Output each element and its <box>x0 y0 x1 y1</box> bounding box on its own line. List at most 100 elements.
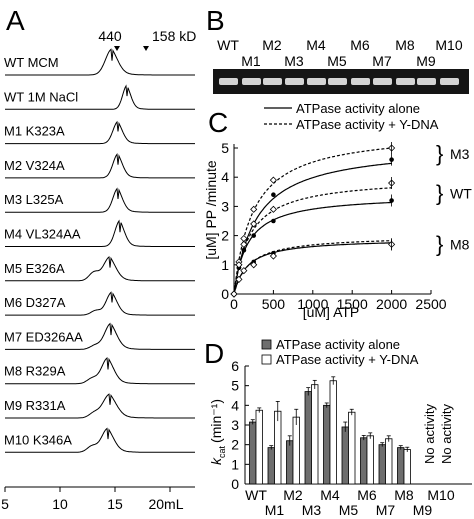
group-brace: } <box>436 231 443 256</box>
group-label-m3: M3 <box>450 146 470 162</box>
data-point <box>269 252 277 260</box>
data-point <box>250 220 258 228</box>
gel-band <box>328 78 347 85</box>
panel-c-y-tick-label: 2 <box>221 228 229 244</box>
gel-band <box>242 78 261 85</box>
gel-band <box>285 78 304 85</box>
kinetic-curve-wt-solid <box>233 201 392 295</box>
panel-label-b: B <box>206 5 225 36</box>
data-point <box>235 261 243 269</box>
panel-c-x-axis-title: [uM] ATP <box>303 304 360 320</box>
no-activity-m10: No activity <box>439 404 454 464</box>
sample-label: M4 VL324AA <box>4 227 81 242</box>
bar-m3-alone <box>304 391 312 485</box>
panel-c-y-tick-label: 3 <box>221 198 229 214</box>
panel-d-y-axis-k: k <box>208 457 224 465</box>
legend-d-ydna-label: ATPase activity + Y-DNA <box>276 352 419 367</box>
marker-158-arrow <box>143 46 149 51</box>
bar-m6-ydna <box>366 435 374 485</box>
panel-c-y-tick-label: 0 <box>221 286 229 302</box>
legend-c-solid-label: ATPase activity alone <box>296 101 420 116</box>
bar-m4-alone <box>323 404 331 485</box>
panel-c-x-tick-label: 500 <box>262 296 286 312</box>
panel-a-tick-label-20ml: 20mL <box>148 496 183 512</box>
data-point <box>250 205 258 213</box>
panel-c-y-tick-label: 1 <box>221 257 229 273</box>
gel-band <box>219 78 238 85</box>
panel-c-curves <box>233 147 392 295</box>
gel-lane-label: M3 <box>284 53 304 69</box>
elution-traces <box>5 48 195 453</box>
gel-lane-label: M7 <box>372 53 392 69</box>
bar-wt-alone <box>249 421 257 485</box>
kinetic-curve-m8-solid <box>233 242 392 295</box>
group-label-wt: WT <box>450 185 472 201</box>
bar-m6-alone <box>360 437 368 485</box>
data-point <box>235 275 243 283</box>
sample-label: M1 K323A <box>4 124 65 139</box>
sample-labels: WT MCM WT 1M NaCl M1 K323A M2 V324A M3 L325A… <box>4 55 83 447</box>
data-point <box>250 261 258 269</box>
kinetic-curve-wt-dotted <box>233 187 392 295</box>
panel-d-y-tick-label: 4 <box>231 397 239 413</box>
bar-m5-ydna <box>348 411 356 485</box>
data-point <box>271 218 276 224</box>
panel-c-group-labels: } M3} WT} M8 <box>436 141 472 257</box>
data-point <box>230 290 238 298</box>
gel-lane-label: M5 <box>327 53 347 69</box>
panel-d-y-tick-label: 0 <box>231 476 239 492</box>
sample-label: M10 K346A <box>4 432 72 447</box>
bar-m4-ydna <box>329 380 337 485</box>
data-point <box>271 192 276 198</box>
panel-d-y-tick-label: 3 <box>231 417 239 433</box>
panel-d-category-labels: WT M2 M4 M6 M8 M10 M1 M3 M5 M7 M9 <box>245 487 455 518</box>
category-label: M4 <box>320 487 340 503</box>
sample-label: WT MCM <box>4 55 59 70</box>
panel-d-y-tick-label: 1 <box>231 456 239 472</box>
bar-m3-ydna <box>311 384 319 485</box>
panel-d-y-tick-label: 6 <box>231 358 239 374</box>
panel-c-points <box>230 142 396 298</box>
gel-lane-label: M2 <box>262 37 282 53</box>
bar-m2-ydna <box>292 416 300 485</box>
gel-band <box>440 78 459 85</box>
group-brace: } <box>436 180 443 205</box>
gel-band <box>373 78 392 85</box>
elution-trace <box>5 219 195 247</box>
panel-label-a: A <box>6 5 25 36</box>
elution-trace <box>5 291 195 316</box>
bar-wt-ydna <box>255 409 263 485</box>
sample-label: M2 V324A <box>4 158 65 173</box>
kinetic-curve-m8-dotted <box>233 240 392 295</box>
elution-trace <box>5 256 195 282</box>
category-label: M9 <box>413 502 433 518</box>
data-point <box>269 176 277 184</box>
panel-c-x-tick-label: 2500 <box>415 296 446 312</box>
gel-band <box>351 78 370 85</box>
legend-d-alone-label: ATPase activity alone <box>276 337 400 352</box>
category-label: M2 <box>283 487 303 503</box>
panel-c-y-axis-title: [uM] PP /minute <box>203 160 219 260</box>
panel-c-x-tick-label: 0 <box>230 296 238 312</box>
category-label: M5 <box>339 502 359 518</box>
gel-lane-label: M1 <box>241 53 261 69</box>
category-label: M10 <box>427 487 454 503</box>
sample-label: M6 D327A <box>4 295 66 310</box>
data-point <box>240 267 248 275</box>
elution-trace <box>5 427 195 453</box>
data-point <box>241 247 247 253</box>
bar-m8-alone <box>397 447 405 485</box>
bar-m1-ydna <box>274 410 282 485</box>
panel-d-y-tick-label: 5 <box>231 378 239 394</box>
category-label: M7 <box>376 502 396 518</box>
gel-lane-label: M8 <box>395 37 415 53</box>
elution-trace <box>5 187 195 213</box>
panel-c-axes: 0 1 2 3 4 5 0 500 1000 1500 2000 2500 <box>221 140 447 312</box>
sample-label: M5 E326A <box>4 261 65 276</box>
kinetic-curve-m3-dotted <box>233 147 392 295</box>
panel-d-y-axis-unit: (min⁻¹) <box>208 399 224 443</box>
gel-lane-label: M6 <box>350 37 370 53</box>
kinetic-curve-m3-solid <box>233 162 392 295</box>
